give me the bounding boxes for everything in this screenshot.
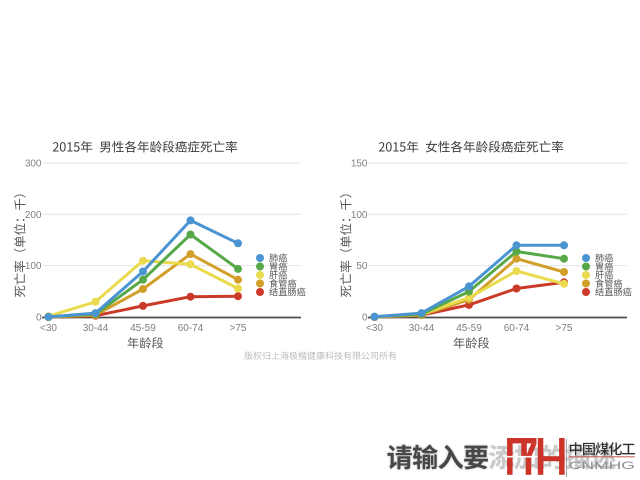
svg-text:>75: >75 bbox=[230, 323, 247, 334]
svg-text:30-44: 30-44 bbox=[83, 323, 109, 334]
svg-text:30-44: 30-44 bbox=[409, 323, 435, 334]
svg-text:0: 0 bbox=[362, 313, 368, 324]
svg-text:150: 150 bbox=[351, 159, 368, 170]
svg-text:CNMHG: CNMHG bbox=[569, 460, 635, 472]
svg-text:60-74: 60-74 bbox=[504, 323, 530, 334]
svg-text:100: 100 bbox=[351, 210, 368, 221]
svg-text:60-74: 60-74 bbox=[178, 323, 204, 334]
svg-text:45-59: 45-59 bbox=[130, 323, 156, 334]
svg-text:0: 0 bbox=[36, 313, 42, 324]
svg-text:300: 300 bbox=[25, 159, 42, 170]
svg-text:50: 50 bbox=[356, 261, 368, 272]
svg-text:100: 100 bbox=[25, 261, 42, 272]
svg-text:<30: <30 bbox=[40, 323, 57, 334]
svg-text:>75: >75 bbox=[556, 323, 573, 334]
svg-text:45-59: 45-59 bbox=[456, 323, 482, 334]
svg-text:<30: <30 bbox=[366, 323, 383, 334]
svg-text:200: 200 bbox=[25, 210, 42, 221]
